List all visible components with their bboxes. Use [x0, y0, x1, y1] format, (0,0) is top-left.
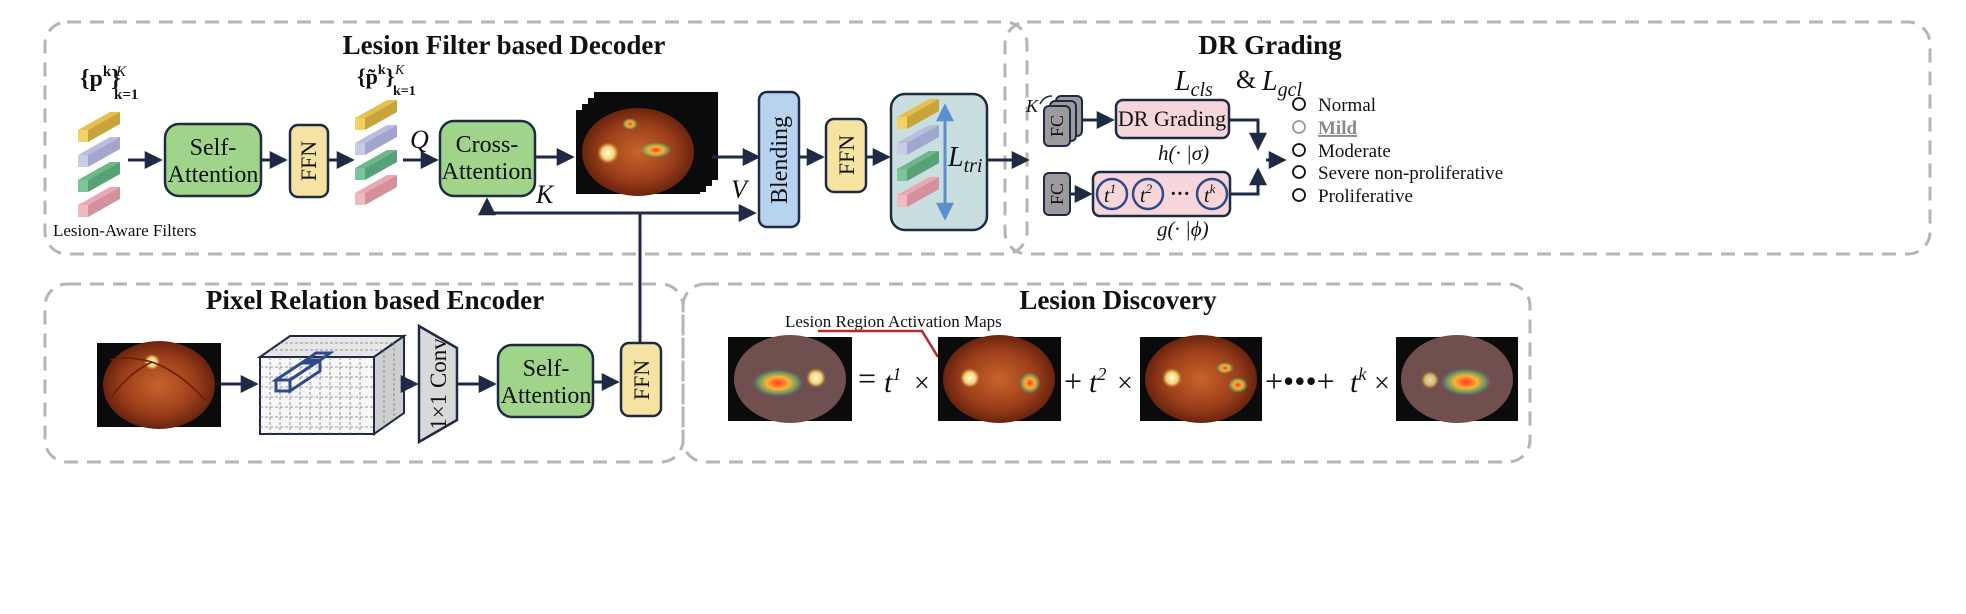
times-2: × — [1117, 368, 1133, 399]
encoder-title: Pixel Relation based Encoder — [206, 285, 544, 315]
svg-text:Moderate: Moderate — [1318, 141, 1391, 162]
svg-text:FFN: FFN — [629, 360, 654, 400]
fc-bottom: FC — [1043, 172, 1071, 216]
self-attention-block-encoder: Self- Attention — [496, 343, 595, 419]
svg-text:K: K — [115, 64, 127, 80]
coef-tk: tk — [1350, 364, 1367, 399]
g-function: g(· |ϕ) — [1157, 217, 1209, 241]
svg-text:FFN: FFN — [296, 141, 321, 181]
equals-sign: = — [858, 360, 876, 396]
merge-arrows — [1229, 118, 1287, 196]
conv-block: 1×1 Conv — [417, 323, 459, 445]
ffn-block: FFN — [288, 123, 330, 199]
svg-text:k=1: k=1 — [114, 87, 138, 103]
svg-text:Self-: Self- — [190, 135, 237, 161]
times-k: × — [1374, 368, 1390, 399]
ffn-block-2: FFN — [824, 117, 868, 194]
filter-stack-refined — [355, 100, 397, 205]
lesion-map-1 — [938, 335, 1061, 423]
lesion-map-result — [728, 335, 852, 423]
encoder-panel: Pixel Relation based Encoder — [43, 282, 685, 464]
activation-maps-pointer — [818, 329, 940, 358]
k-fc-brace — [1039, 95, 1053, 105]
svg-text:Ltri: Ltri — [947, 142, 982, 177]
svg-text:DR Grading: DR Grading — [1118, 106, 1226, 131]
svg-text:Attention: Attention — [442, 159, 533, 185]
q-label: Q — [410, 125, 429, 154]
svg-text:Lcls: Lcls — [1174, 66, 1213, 101]
grading-panel: DR Grading — [1003, 20, 1932, 256]
dr-grading-box: DR Grading — [1114, 98, 1231, 140]
svg-text:tk: tk — [1204, 181, 1216, 207]
fundus-input-image — [97, 341, 221, 429]
class-option-selected: Mild — [1292, 118, 1357, 139]
plus-dots: +•••+ — [1265, 363, 1335, 399]
feature-grid-cube — [256, 334, 408, 436]
svg-text:FC: FC — [1047, 183, 1067, 205]
svg-text:Mild: Mild — [1318, 118, 1357, 139]
svg-text:K: K — [394, 63, 405, 78]
filter-stack-input — [78, 112, 120, 217]
k-label: K — [535, 180, 555, 209]
svg-text:1×1 Conv: 1×1 Conv — [426, 338, 451, 430]
cross-attention-block: Cross- Attention — [438, 119, 537, 198]
class-option: Severe non-proliferative — [1292, 163, 1503, 184]
plus-1: + — [1064, 363, 1082, 399]
triplet-panel: Ltri — [889, 92, 989, 232]
svg-text:FFN: FFN — [834, 135, 859, 175]
svg-text:Normal: Normal — [1318, 95, 1376, 116]
discovery-panel: Lesion Discovery — [681, 282, 1532, 464]
kv-feedback — [478, 197, 757, 342]
grade-class-list: Normal Mild Moderate Severe non-prolifer… — [1292, 95, 1503, 207]
discovery-title: Lesion Discovery — [1019, 285, 1217, 315]
svg-text:{pk}: {pk} — [80, 64, 121, 92]
activation-maps-label: Lesion Region Activation Maps — [785, 312, 1002, 331]
lesion-map-k — [1396, 335, 1518, 423]
svg-text:Attention: Attention — [501, 383, 592, 409]
lesion-map-2 — [1140, 335, 1262, 423]
svg-text:{p̃k}: {p̃k} — [357, 63, 394, 89]
ffn-block-encoder: FFN — [619, 341, 663, 418]
attention-map-stack — [576, 92, 718, 196]
blending-block: Blending — [757, 90, 801, 229]
v-label: V — [731, 175, 750, 204]
decoder-panel: Lesion Filter based Decoder — [43, 20, 1029, 256]
decoder-title: Lesion Filter based Decoder — [343, 30, 666, 60]
svg-text:&: & — [1236, 65, 1256, 94]
coef-t2: t2 — [1089, 364, 1106, 399]
class-option: Moderate — [1292, 141, 1391, 162]
svg-text:···: ··· — [1170, 183, 1190, 205]
svg-text:t2: t2 — [1140, 181, 1153, 207]
svg-text:Cross-: Cross- — [456, 132, 519, 158]
svg-text:Attention: Attention — [168, 162, 259, 188]
coef-t1: t1 — [884, 364, 901, 399]
times-1: × — [914, 368, 930, 399]
h-function: h(· |σ) — [1158, 141, 1209, 165]
fc-stack-top: FC — [1043, 95, 1083, 147]
p-tilde-set-label: {p̃k} K k=1 — [357, 63, 416, 99]
filters-caption: Lesion-Aware Filters — [53, 221, 196, 240]
t-vector-box: t1 t2 ··· tk — [1091, 170, 1232, 218]
svg-text:Lgcl: Lgcl — [1261, 66, 1302, 101]
class-option: Proliferative — [1292, 186, 1413, 207]
p-set-label: {pk} K k=1 — [80, 64, 138, 103]
grading-title: DR Grading — [1198, 30, 1342, 60]
svg-text:Proliferative: Proliferative — [1318, 186, 1413, 207]
svg-text:t1: t1 — [1104, 181, 1116, 207]
svg-text:Severe non-proliferative: Severe non-proliferative — [1318, 163, 1503, 184]
svg-text:Blending: Blending — [767, 116, 793, 204]
svg-text:k=1: k=1 — [393, 84, 416, 99]
k-fc-label: K — [1025, 96, 1039, 116]
svg-text:Self-: Self- — [523, 356, 570, 382]
self-attention-block: Self- Attention — [163, 122, 263, 198]
loss-label: Lcls & Lgcl — [1174, 65, 1302, 101]
svg-text:FC: FC — [1047, 115, 1067, 137]
class-option: Normal — [1292, 95, 1376, 116]
